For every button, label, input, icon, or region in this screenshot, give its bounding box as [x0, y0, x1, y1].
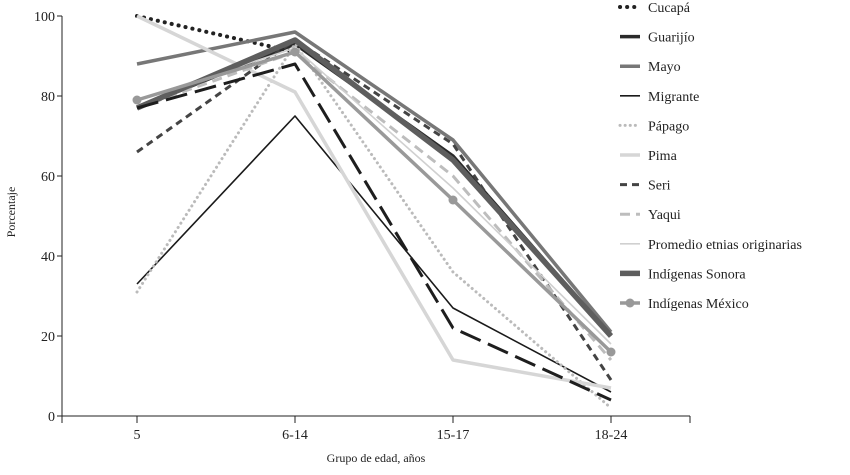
y-tick-label: 60: [41, 170, 55, 185]
y-tick-label: 100: [34, 10, 55, 25]
series-point: [448, 195, 458, 205]
series-point: [290, 47, 300, 57]
series-line-indigenas-mexico: [136, 50, 613, 354]
legend-item: Seri: [620, 179, 671, 194]
y-tick-label: 40: [41, 250, 55, 265]
x-tick-label: 5: [134, 428, 141, 443]
series-line-cucapa: [135, 14, 297, 54]
x-axis-title: Grupo de edad, años: [327, 451, 426, 465]
legend-label: Cucapá: [648, 1, 691, 16]
plot-lines: [132, 14, 616, 410]
series-line-yaqui: [136, 50, 613, 361]
legend-item: Promedio etnias originarias: [620, 238, 802, 253]
legend-item: Yaqui: [620, 208, 681, 223]
legend-marker: [625, 298, 635, 308]
legend-label: Yaqui: [648, 208, 681, 223]
series-line-seri: [136, 38, 613, 381]
legend-label: Migrante: [648, 90, 699, 105]
legend-item: Indígenas Sonora: [620, 267, 746, 282]
series-line-migrante: [136, 115, 612, 393]
y-tick-label: 20: [41, 330, 55, 345]
legend-label: Pápago: [648, 119, 689, 134]
series-point: [606, 347, 616, 357]
series-line-pima: [136, 14, 612, 390]
legend-label: Pima: [648, 149, 678, 164]
series-point: [132, 95, 142, 105]
y-tick-label: 0: [48, 410, 55, 425]
legend-item: Guarijío: [620, 31, 695, 46]
x-tick-label: 15-17: [437, 428, 470, 443]
legend-label: Guarijío: [648, 31, 695, 46]
legend-label: Promedio etnias originarias: [648, 238, 802, 253]
legend-label: Mayo: [648, 60, 681, 75]
legend-item: Indígenas México: [620, 297, 749, 312]
series-line-mayo: [136, 30, 613, 334]
legend-item: Mayo: [620, 60, 681, 75]
x-axis: 5 6-14 15-17 18-24: [61, 415, 691, 443]
legend-label: Seri: [648, 179, 671, 194]
legend-item: Pápago: [618, 119, 689, 134]
y-axis-title: Porcentaje: [4, 187, 18, 238]
x-tick-label: 6-14: [282, 428, 308, 443]
y-axis: 0 20 40 60 80 100: [34, 10, 63, 425]
legend-item: Cucapá: [618, 1, 691, 16]
legend-label: Indígenas Sonora: [648, 267, 746, 282]
legend: Cucapá Guarijío Mayo Migrante Pápago Pima Seri…: [618, 1, 802, 312]
legend-item: Pima: [620, 149, 678, 164]
legend-item: Migrante: [620, 90, 699, 105]
legend-label: Indígenas México: [648, 297, 749, 312]
x-tick-label: 18-24: [595, 428, 628, 443]
series-line-unlabeled: [136, 62, 612, 402]
series-line-indigenas-sonora: [135, 37, 614, 338]
series-line-papago: [135, 42, 613, 410]
y-tick-label: 80: [41, 90, 55, 105]
